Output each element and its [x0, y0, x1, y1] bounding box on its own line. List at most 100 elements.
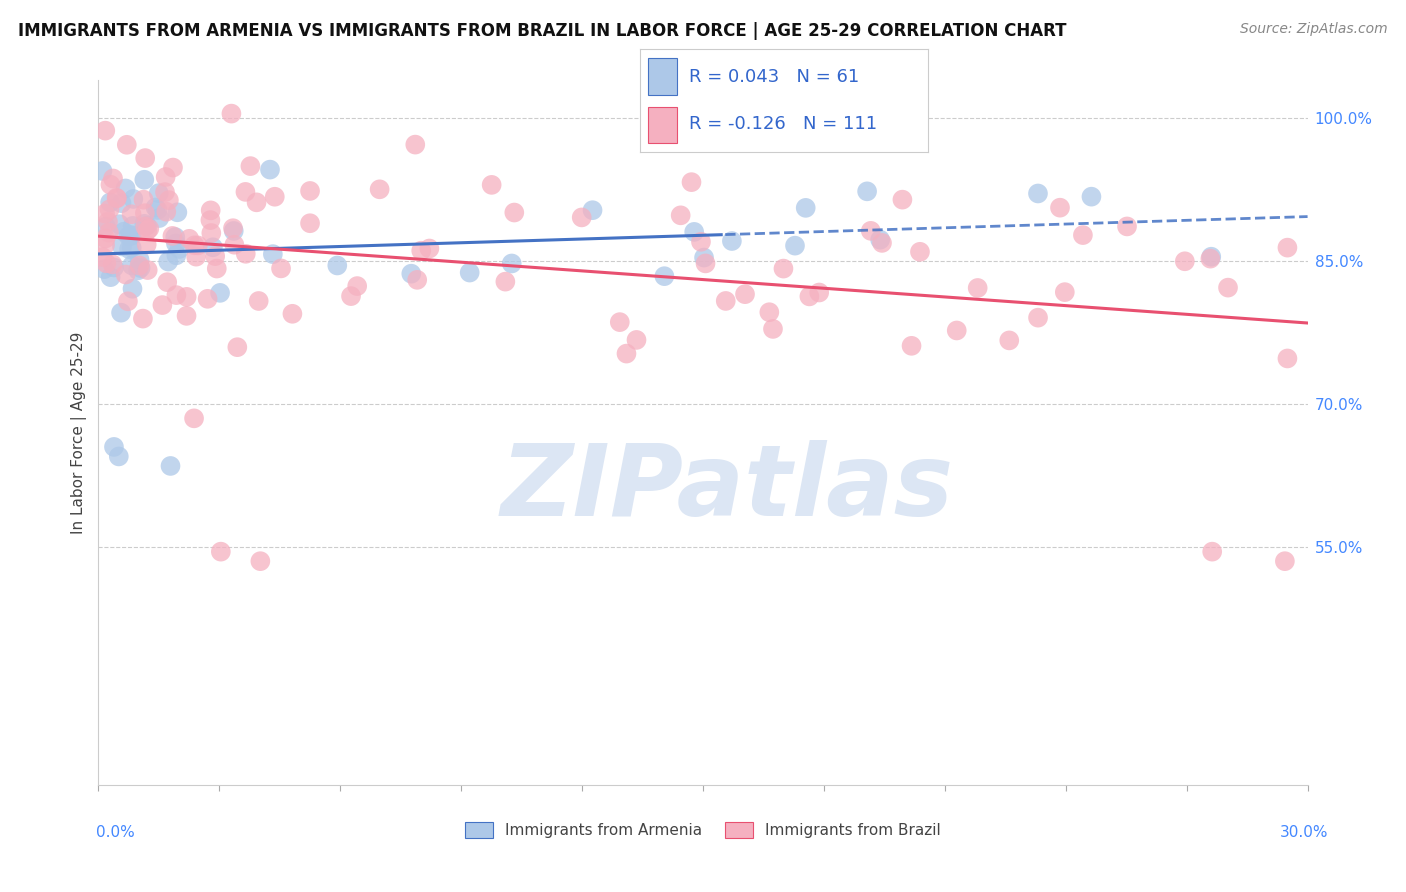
Point — [1026, 186, 1049, 201]
Point — [1274, 554, 1296, 568]
Point — [900, 339, 922, 353]
Point — [97, 226, 120, 240]
Point — [169, 242, 191, 256]
Point — [340, 289, 363, 303]
Point — [326, 259, 349, 273]
Point — [135, 219, 157, 233]
Point — [368, 182, 391, 196]
Point — [281, 307, 304, 321]
Point — [162, 228, 184, 243]
Point — [859, 224, 882, 238]
Point — [683, 225, 706, 239]
Point — [162, 161, 184, 175]
Point — [945, 323, 967, 337]
Point — [121, 228, 143, 243]
Point — [693, 251, 716, 265]
Point — [122, 192, 145, 206]
Point — [299, 216, 322, 230]
Point — [153, 185, 176, 199]
Point — [98, 195, 121, 210]
Point — [201, 240, 224, 254]
Point — [581, 203, 603, 218]
Point — [966, 281, 988, 295]
Point — [111, 239, 134, 253]
Point — [247, 293, 270, 308]
Point — [401, 267, 423, 281]
Point — [226, 340, 249, 354]
Point — [134, 151, 156, 165]
Point — [166, 205, 188, 219]
Point — [1277, 241, 1299, 255]
Point — [101, 171, 124, 186]
Point — [183, 238, 205, 252]
Point — [176, 290, 198, 304]
Point — [176, 309, 198, 323]
Point — [105, 191, 128, 205]
Point — [91, 164, 114, 178]
Point — [121, 219, 143, 233]
Point — [150, 298, 173, 312]
Point — [96, 256, 118, 270]
Point — [406, 273, 429, 287]
Point — [165, 236, 187, 251]
Point — [654, 269, 676, 284]
Text: R = -0.126   N = 111: R = -0.126 N = 111 — [689, 115, 877, 133]
Point — [108, 217, 131, 231]
Point — [222, 224, 245, 238]
Point — [94, 123, 117, 137]
Bar — [648, 106, 678, 144]
Point — [794, 201, 817, 215]
Point — [134, 219, 156, 234]
Point — [107, 450, 129, 464]
Point — [134, 173, 156, 187]
Bar — [648, 58, 678, 95]
Point — [197, 292, 219, 306]
Point — [681, 175, 703, 189]
Point — [159, 458, 181, 473]
Point — [115, 137, 138, 152]
Point — [1199, 250, 1222, 264]
Point — [1049, 201, 1071, 215]
Point — [239, 159, 262, 173]
Point — [235, 185, 257, 199]
Point — [114, 181, 136, 195]
Point — [783, 238, 806, 252]
Point — [299, 184, 322, 198]
Point — [132, 311, 155, 326]
Point — [221, 106, 243, 120]
Point — [758, 305, 780, 319]
Point — [105, 191, 128, 205]
Point — [998, 334, 1021, 348]
Point — [205, 261, 228, 276]
Point — [136, 223, 159, 237]
Point — [1053, 285, 1076, 300]
Point — [869, 233, 891, 247]
Point — [200, 203, 222, 218]
Text: 0.0%: 0.0% — [96, 825, 135, 840]
Point — [222, 221, 245, 235]
Point — [249, 554, 271, 568]
Point — [411, 244, 433, 258]
Point — [1199, 252, 1222, 266]
Point — [762, 322, 785, 336]
Point — [1116, 219, 1139, 234]
Point — [135, 237, 157, 252]
Point — [799, 289, 821, 303]
Point — [209, 285, 232, 300]
Point — [204, 249, 226, 263]
Point — [772, 261, 794, 276]
Point — [494, 275, 516, 289]
Point — [146, 202, 169, 217]
Point — [808, 285, 831, 300]
Point — [94, 219, 117, 234]
Point — [97, 215, 120, 229]
Point — [404, 137, 426, 152]
Point — [134, 206, 156, 220]
Point — [1080, 189, 1102, 203]
Point — [224, 237, 246, 252]
Point — [262, 247, 284, 261]
Point — [734, 287, 756, 301]
Point — [121, 241, 143, 255]
Point — [1201, 544, 1223, 558]
Point — [101, 257, 124, 271]
